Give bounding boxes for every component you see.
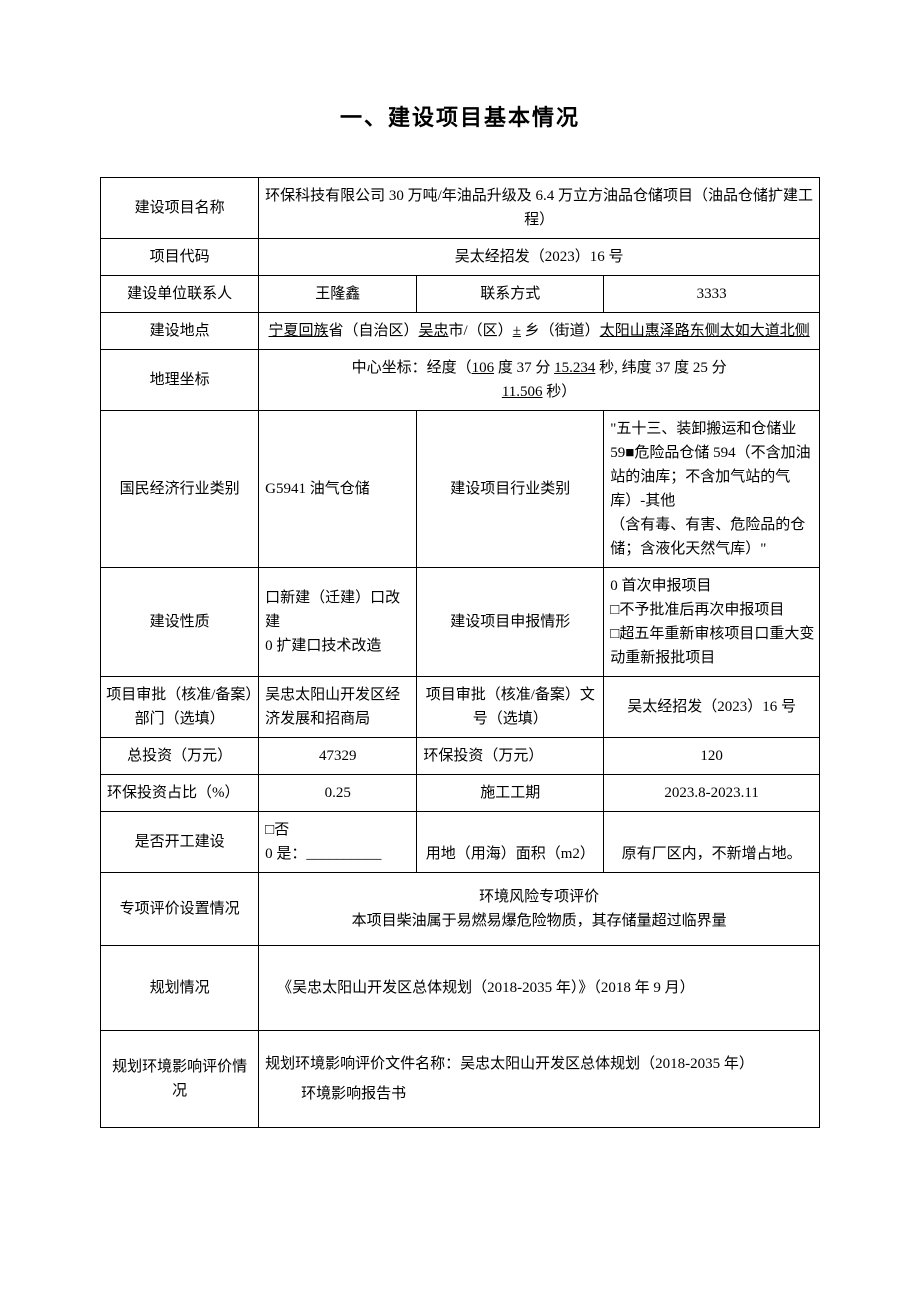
loc-street: 太阳山惠泽路东侧太如大道北侧 <box>600 323 810 339</box>
coord-lon-sec: 15.234 <box>554 360 595 376</box>
label-planning: 规划情况 <box>101 946 259 1031</box>
planning-env-line2: 环境影响报告书 <box>301 1086 406 1102</box>
label-project-name: 建设项目名称 <box>101 178 259 239</box>
label-started: 是否开工建设 <box>101 812 259 873</box>
value-industry-cat: G5941 油气仓储 <box>259 411 417 568</box>
label-project-industry: 建设项目行业类别 <box>417 411 604 568</box>
value-declaration-type: 0 首次申报项目 □不予批准后再次申报项目 □超五年重新审核项目口重大变动重新报… <box>604 568 820 677</box>
label-land-area: 用地（用海）面积（m2） <box>417 812 604 873</box>
special-eval-line1: 环境风险专项评价 <box>479 889 599 905</box>
label-project-code: 项目代码 <box>101 239 259 276</box>
value-project-name: 环保科技有限公司 30 万吨/年油品升级及 6.4 万立方油品仓储项目（油品仓储… <box>259 178 820 239</box>
value-project-code: 吴太经招发（2023）16 号 <box>259 239 820 276</box>
value-approval-dept: 吴忠太阳山开发区经济发展和招商局 <box>259 677 417 738</box>
label-location: 建设地点 <box>101 313 259 350</box>
label-special-eval: 专项评价设置情况 <box>101 873 259 946</box>
loc-txt1: 省（自治区） <box>328 323 418 339</box>
coord-lat-sec: 11.506 <box>502 384 543 400</box>
label-planning-env: 规划环境影响评价情况 <box>101 1031 259 1128</box>
project-info-table: 建设项目名称 环保科技有限公司 30 万吨/年油品升级及 6.4 万立方油品仓储… <box>100 177 820 1128</box>
label-approval-dept: 项目审批（核准/备案）部门（选填） <box>101 677 259 738</box>
value-project-industry: "五十三、装卸搬运和仓储业59■危险品仓储 594（不含加油站的油库；不含加气站… <box>604 411 820 568</box>
value-env-investment: 120 <box>604 738 820 775</box>
value-contact-person: 王隆鑫 <box>259 276 417 313</box>
value-construction-period: 2023.8-2023.11 <box>604 775 820 812</box>
loc-city: 吴忠 <box>419 323 449 339</box>
label-approval-no: 项目审批（核准/备案）文号（选填） <box>417 677 604 738</box>
planning-env-line1: 规划环境影响评价文件名称：吴忠太阳山开发区总体规划（2018-2035 年） <box>265 1056 754 1072</box>
value-coordinates: 中心坐标：经度（106 度 37 分 15.234 秒, 纬度 37 度 25 … <box>259 350 820 411</box>
label-industry-cat: 国民经济行业类别 <box>101 411 259 568</box>
coord-pre: 中心坐标：经度（ <box>352 360 472 376</box>
loc-province: 宁夏回族 <box>268 323 328 339</box>
label-env-ratio: 环保投资占比（%） <box>101 775 259 812</box>
label-total-investment: 总投资（万元） <box>101 738 259 775</box>
label-declaration-type: 建设项目申报情形 <box>417 568 604 677</box>
value-approval-no: 吴太经招发（2023）16 号 <box>604 677 820 738</box>
coord-lon-deg: 106 <box>472 360 495 376</box>
value-planning: 《吴忠太阳山开发区总体规划（2018-2035 年）》（2018 年 9 月） <box>259 946 820 1031</box>
value-started: □否 0 是：__________ <box>259 812 417 873</box>
loc-district: ± <box>513 323 521 339</box>
label-contact-method: 联系方式 <box>417 276 604 313</box>
value-location: 宁夏回族省（自治区）吴忠市/（区）± 乡（街道）太阳山惠泽路东侧太如大道北侧 <box>259 313 820 350</box>
label-construction-period: 施工工期 <box>417 775 604 812</box>
value-land-area: 原有厂区内，不新增占地。 <box>604 812 820 873</box>
value-contact-method: 3333 <box>604 276 820 313</box>
loc-txt3: 乡（街道） <box>521 323 600 339</box>
label-contact-person: 建设单位联系人 <box>101 276 259 313</box>
label-env-investment: 环保投资（万元） <box>417 738 604 775</box>
coord-post: 秒） <box>543 384 577 400</box>
coord-mid1: 度 37 分 <box>494 360 554 376</box>
special-eval-line2: 本项目柴油属于易燃易爆危险物质，其存储量超过临界量 <box>352 913 727 929</box>
loc-txt2: 市/（区） <box>449 323 513 339</box>
value-planning-env: 规划环境影响评价文件名称：吴忠太阳山开发区总体规划（2018-2035 年） 环… <box>259 1031 820 1128</box>
value-special-eval: 环境风险专项评价 本项目柴油属于易燃易爆危险物质，其存储量超过临界量 <box>259 873 820 946</box>
value-env-ratio: 0.25 <box>259 775 417 812</box>
value-total-investment: 47329 <box>259 738 417 775</box>
page-title: 一、建设项目基本情况 <box>100 100 820 132</box>
label-coordinates: 地理坐标 <box>101 350 259 411</box>
coord-mid2: 秒, 纬度 37 度 25 分 <box>595 360 726 376</box>
value-construction-nature: 口新建（迁建）口改建 0 扩建口技术改造 <box>259 568 417 677</box>
label-construction-nature: 建设性质 <box>101 568 259 677</box>
